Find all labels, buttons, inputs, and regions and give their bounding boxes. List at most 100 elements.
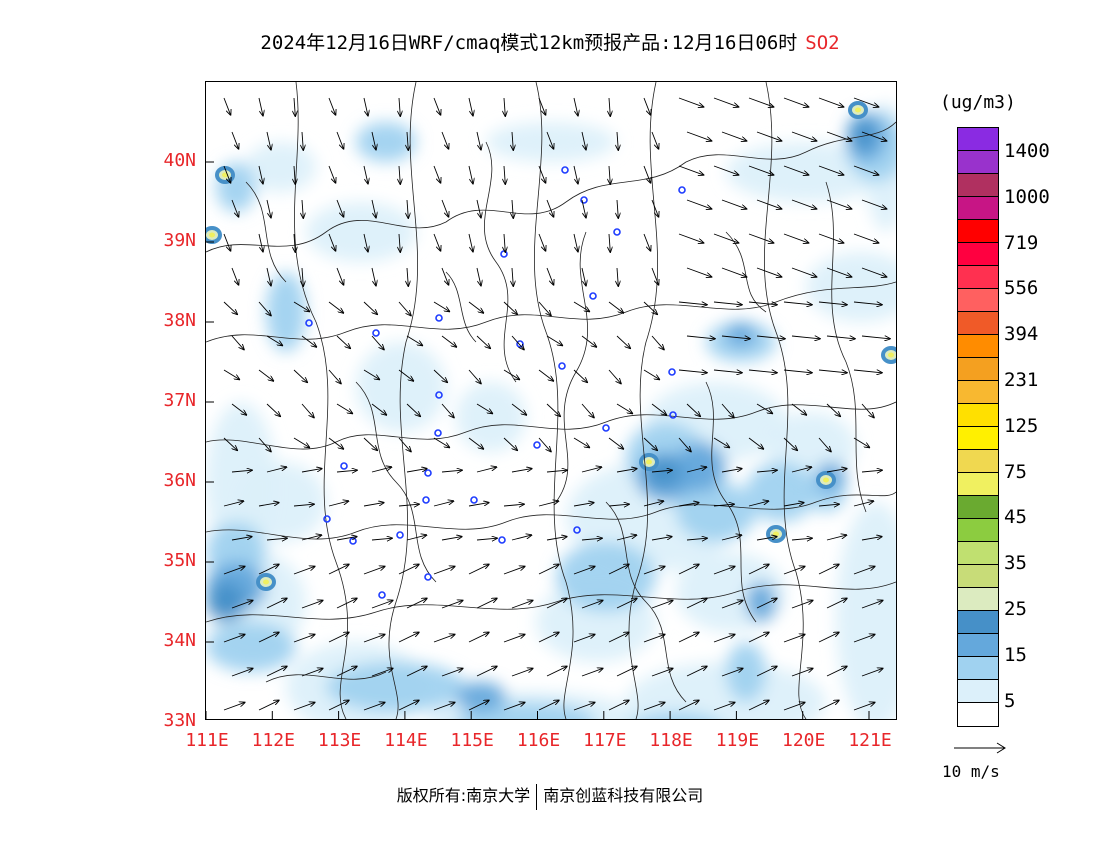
legend-swatch — [958, 151, 998, 174]
wind-arrow — [748, 97, 773, 107]
wind-arrow — [223, 634, 245, 643]
wind-arrow — [512, 199, 513, 218]
wind-arrow — [546, 267, 554, 285]
legend-value: 1400 — [1004, 140, 1050, 162]
concentration-area — [676, 442, 726, 492]
wind-arrow — [581, 131, 586, 150]
legend-swatch — [958, 358, 998, 381]
legend-value: 15 — [1004, 643, 1027, 666]
wind-arrow — [301, 535, 321, 541]
wind-arrow — [853, 634, 875, 643]
concentration-area — [851, 120, 876, 150]
wind-arrow — [371, 267, 376, 286]
lat-label: 39N — [163, 230, 196, 251]
province-border — [245, 181, 287, 283]
city-marker-icon — [580, 196, 588, 204]
wind-arrow — [783, 301, 812, 305]
wind-arrow — [756, 470, 777, 472]
wind-arrow — [616, 666, 637, 677]
lon-label: 119E — [715, 730, 760, 751]
city-marker-icon — [516, 340, 524, 348]
wind-arrow — [783, 165, 808, 175]
wind-arrow — [643, 566, 665, 575]
city-marker-icon — [372, 329, 380, 337]
wind-arrow — [608, 369, 621, 384]
wind-arrow — [643, 501, 663, 507]
wind-arrow — [503, 369, 519, 379]
wind-arrow — [258, 632, 279, 643]
wind-arrow — [756, 267, 781, 277]
wind-arrow — [617, 131, 618, 150]
city-marker-icon — [424, 573, 432, 581]
wind-arrow — [371, 600, 393, 609]
wind-arrow — [791, 131, 816, 141]
wind-arrow — [328, 165, 336, 183]
wind-arrow — [713, 504, 734, 506]
wind-arrow — [721, 335, 750, 339]
wind-arrow — [433, 369, 447, 382]
wind-arrow — [546, 598, 567, 609]
wind-arrow — [511, 469, 532, 473]
wind-arrow — [441, 267, 449, 285]
wind-arrow — [581, 538, 602, 540]
wind-arrow — [363, 634, 385, 643]
concentration-area — [326, 662, 466, 712]
wind-arrow — [363, 437, 377, 450]
wind-arrow — [713, 634, 735, 643]
wind-arrow — [756, 199, 781, 209]
city-marker-icon — [669, 411, 677, 419]
hotspot-center — [222, 172, 228, 178]
wind-arrow — [609, 97, 610, 116]
legend-swatch — [958, 128, 998, 151]
wind-arrow — [266, 335, 282, 345]
concentration-area — [836, 502, 896, 719]
wind-arrow — [678, 301, 707, 305]
wind-arrow — [336, 666, 357, 677]
wind-arrow — [231, 600, 253, 609]
wind-arrow — [328, 301, 343, 313]
wind-arrow — [468, 233, 473, 252]
wind-arrow — [713, 165, 738, 175]
wind-arrow — [293, 702, 315, 711]
wind-arrow — [441, 199, 449, 217]
lon-label: 117E — [583, 730, 627, 751]
legend-swatch — [958, 542, 998, 565]
wind-arrow — [371, 467, 391, 473]
wind-arrow — [748, 700, 769, 711]
wind-arrow — [468, 97, 473, 116]
wind-arrow — [538, 437, 551, 452]
wind-arrow — [336, 470, 357, 472]
wind-arrow — [861, 537, 882, 541]
lon-label: 114E — [384, 730, 428, 751]
city-marker-icon — [561, 166, 569, 174]
concentration-area — [638, 712, 714, 719]
wind-arrow — [748, 369, 777, 373]
wind-arrow — [371, 199, 376, 218]
lat-label: 37N — [163, 390, 196, 411]
wind-arrow — [511, 668, 533, 677]
wind-arrow — [546, 199, 554, 217]
legend-value: 25 — [1004, 598, 1027, 620]
wind-arrow — [363, 503, 384, 507]
wind-arrow — [748, 632, 769, 643]
wind-arrow — [609, 233, 610, 252]
wind-arrow — [853, 501, 873, 507]
wind-arrow — [643, 634, 665, 643]
lat-label: 40N — [163, 150, 196, 171]
wind-arrow — [258, 564, 279, 575]
wind-arrow — [748, 233, 773, 243]
city-marker-icon — [558, 362, 566, 370]
wind-arrow — [328, 437, 343, 449]
legend-value: 45 — [1004, 506, 1027, 529]
wind-arrow — [328, 564, 349, 575]
province-border — [265, 671, 387, 683]
wind-arrow — [266, 598, 287, 609]
wind-arrow — [756, 131, 781, 141]
province-border — [355, 381, 437, 583]
legend-swatch — [958, 243, 998, 266]
lat-label: 34N — [163, 630, 196, 651]
wind-arrow — [258, 700, 279, 711]
wind-arrow — [406, 403, 420, 416]
wind-arrow — [538, 700, 559, 711]
wind-arrow — [371, 335, 384, 350]
